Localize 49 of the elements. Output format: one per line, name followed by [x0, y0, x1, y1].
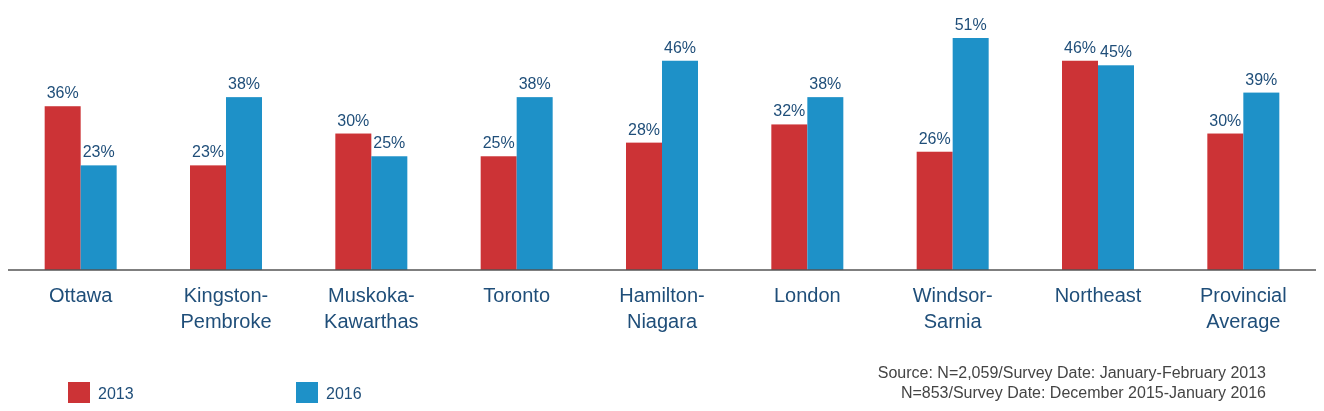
data-label: 45% — [1099, 43, 1133, 61]
data-label: 51% — [954, 16, 987, 33]
x-tick-label: Hamilton-Niagara — [619, 284, 705, 332]
bar — [1098, 65, 1134, 270]
legend-label: 2013 — [98, 385, 134, 402]
x-tick-label: Northeast — [1054, 284, 1142, 306]
data-label: 46% — [663, 38, 697, 56]
legend-label: 2016 — [326, 385, 362, 402]
source-note: Source: N=2,059/Survey Date: January-February 2013 — [877, 364, 1267, 381]
bar — [952, 38, 989, 270]
data-label: 28% — [627, 120, 661, 138]
x-tick-label: Ottawa — [48, 284, 114, 306]
data-label: 30% — [337, 111, 370, 129]
data-label: 23% — [191, 143, 225, 161]
x-tick-label: Provincial Average — [1199, 284, 1287, 332]
bar — [916, 151, 953, 270]
data-label: 30% — [1209, 111, 1242, 129]
data-label: 38% — [227, 75, 261, 93]
bar — [1207, 133, 1244, 270]
data-label: 39% — [1245, 70, 1278, 88]
data-label: 25% — [373, 134, 406, 152]
bar — [371, 156, 408, 270]
x-tick-label: Toronto — [483, 284, 551, 306]
data-label: 38% — [809, 75, 842, 93]
bar — [44, 106, 81, 270]
data-label: 23% — [82, 143, 115, 161]
bar — [480, 156, 517, 270]
data-label: 46% — [1063, 38, 1097, 56]
bar — [771, 124, 808, 270]
bar — [335, 133, 372, 270]
bar — [662, 60, 698, 270]
bar — [516, 97, 553, 270]
text: N=853/Survey Date: December 2015-January 2016 — [900, 384, 1267, 401]
data-label: 32% — [773, 102, 806, 120]
bar — [1243, 92, 1280, 270]
data-label: 38% — [518, 75, 551, 93]
data-label: 26% — [918, 129, 951, 147]
bar — [226, 97, 262, 270]
bar — [1062, 60, 1098, 270]
bar — [807, 97, 844, 270]
data-label: 36% — [46, 84, 79, 102]
data-label: 25% — [482, 134, 515, 152]
bar — [80, 165, 117, 270]
x-tick-label: Kingston-Pembroke — [180, 284, 272, 332]
bar — [190, 165, 226, 270]
x-tick-label: Muskoka-Kawarthas — [324, 284, 419, 332]
x-tick-label: London — [773, 284, 841, 306]
bar — [626, 142, 662, 270]
x-tick-label: Windsor-Sarnia — [912, 284, 993, 332]
